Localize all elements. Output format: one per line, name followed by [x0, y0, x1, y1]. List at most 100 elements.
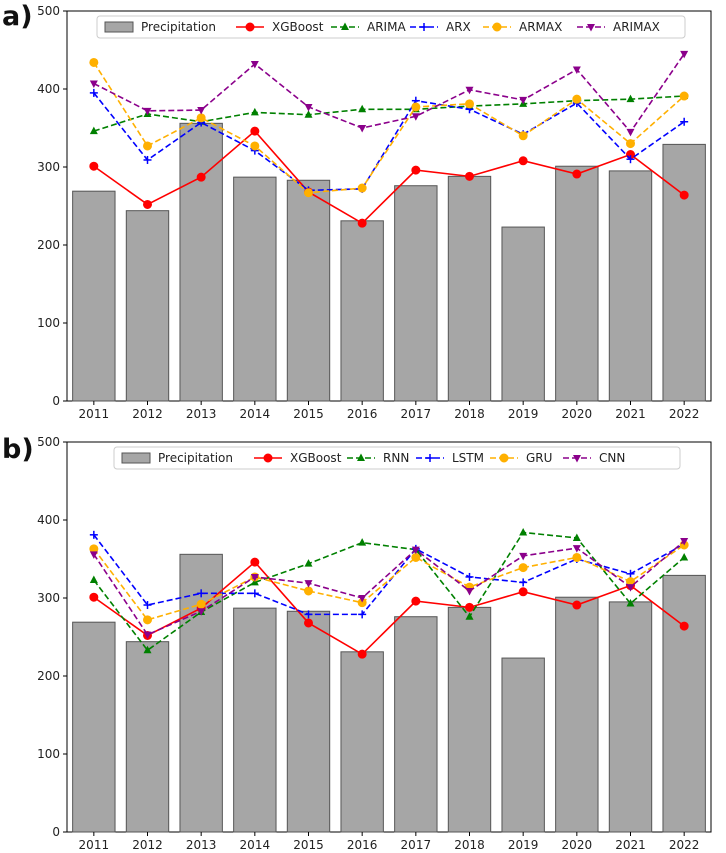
x-tick-label: 2018 [454, 838, 485, 852]
panel-label: b) [2, 434, 34, 465]
x-tick-label: 2011 [79, 407, 110, 421]
precipitation-bar [72, 621, 116, 833]
x-tick-label: 2020 [562, 838, 593, 852]
series-point-armax [679, 91, 689, 101]
y-tick-label: 100 [37, 316, 60, 330]
series-point-cnn [89, 551, 98, 559]
series-point-xgboost [572, 169, 582, 179]
legend-label: ARMAX [519, 20, 562, 34]
x-tick-label: 2012 [132, 838, 163, 852]
precipitation-bar [662, 143, 706, 402]
series-point-armax [143, 141, 152, 151]
series-line-arx [93, 92, 685, 192]
precipitation-bar [555, 596, 599, 833]
series-point-xgboost [250, 126, 260, 136]
series-point-rnn [626, 598, 635, 607]
x-tick-label: 2017 [401, 838, 432, 852]
series-point-rnn [250, 577, 259, 586]
series-point-armax [357, 183, 367, 193]
series-point-arimax [465, 86, 474, 95]
legend-label: XGBoost [272, 20, 324, 34]
series-point-arima [626, 94, 635, 103]
series-point-xgboost [465, 602, 474, 612]
legend-entry-cnn: CNN [563, 451, 625, 465]
x-tick-label: 2015 [293, 407, 324, 421]
series-point-rnn [465, 612, 474, 620]
y-tick-label: 400 [37, 513, 60, 527]
y-tick-label: 500 [37, 4, 60, 18]
series-line-cnn [93, 540, 685, 636]
precipitation-bar [286, 179, 331, 402]
series-point-xgboost [304, 618, 313, 628]
series-point-arimax [626, 128, 635, 137]
series-point-cnn [519, 552, 528, 561]
series-point-arima [304, 110, 313, 118]
y-tick-label: 500 [37, 435, 60, 449]
legend-entry-lstm: LSTM [416, 451, 484, 465]
series-line-arimax [93, 53, 685, 134]
series-line-gru [93, 544, 685, 621]
x-tick-label: 2022 [669, 407, 700, 421]
series-point-armax [304, 188, 313, 198]
legend-marker [263, 453, 273, 463]
legend-marker [587, 24, 595, 32]
legend: Precipitation XGBoost RNN LSTM GRU CNN [113, 446, 681, 470]
series-point-rnn [304, 559, 313, 567]
series-point-arimax [519, 96, 528, 105]
series-point-xgboost [250, 557, 260, 567]
series-point-rnn [89, 575, 98, 584]
x-tick-label: 2013 [186, 407, 217, 421]
series-point-lstm [197, 589, 206, 598]
series-point-arima [89, 126, 98, 135]
legend-label: LSTM [452, 451, 484, 465]
y-tick-label: 0 [52, 394, 60, 408]
series-point-arx [626, 155, 635, 164]
legend-label: Precipitation [158, 451, 233, 465]
legend-marker [245, 22, 255, 32]
x-tick-label: 2020 [562, 407, 593, 421]
y-tick-label: 100 [37, 747, 60, 761]
series-point-lstm [143, 601, 152, 610]
x-tick-label: 2013 [186, 838, 217, 852]
precipitation-bar [233, 176, 277, 402]
legend-label: Precipitation [141, 20, 216, 34]
series-point-rnn [358, 538, 367, 546]
legend-entry-arimax: ARIMAX [577, 20, 660, 34]
x-tick-label: 2019 [508, 838, 539, 852]
series-point-cnn [626, 584, 635, 592]
x-tick-label: 2012 [132, 407, 163, 421]
legend-entry-gru: GRU [490, 451, 552, 465]
precipitation-bar [394, 185, 438, 402]
series-point-armax [250, 141, 260, 151]
series-point-cnn [143, 631, 152, 640]
series-point-arima [358, 104, 367, 113]
series-point-arx [143, 155, 152, 164]
series-point-arimax [250, 61, 259, 69]
axes-frame [66, 441, 712, 833]
panel-a: a) 0 100 200 300 400 500 2011 2012 2013 2014 2015 20… [2, 1, 712, 421]
precipitation-bars [72, 553, 706, 833]
legend-marker [573, 455, 581, 463]
x-tick-label: 2019 [508, 407, 539, 421]
series-point-gru [143, 615, 152, 625]
legend-label: ARX [446, 20, 471, 34]
precipitation-bar [340, 651, 384, 833]
legend-label: ARIMAX [613, 20, 660, 34]
legend-marker [499, 453, 509, 463]
precipitation-bar [340, 220, 384, 402]
y-tick-label: 300 [37, 160, 60, 174]
series-point-arimax [304, 103, 313, 112]
series-point-cnn [197, 608, 206, 616]
series-point-rnn [572, 533, 581, 541]
legend-entry-precipitation: Precipitation [104, 20, 216, 34]
legend-label: XGBoost [290, 451, 342, 465]
precipitation-bar [72, 190, 116, 402]
series-point-xgboost [357, 218, 367, 228]
legend-entry-arx: ARX [410, 20, 471, 34]
legend-entry-armax: ARMAX [483, 20, 562, 34]
precipitation-bar [501, 657, 545, 833]
series-point-gru [196, 599, 206, 609]
series-point-xgboost [411, 596, 421, 606]
x-tick-label: 2021 [615, 838, 646, 852]
legend-label: GRU [526, 451, 552, 465]
